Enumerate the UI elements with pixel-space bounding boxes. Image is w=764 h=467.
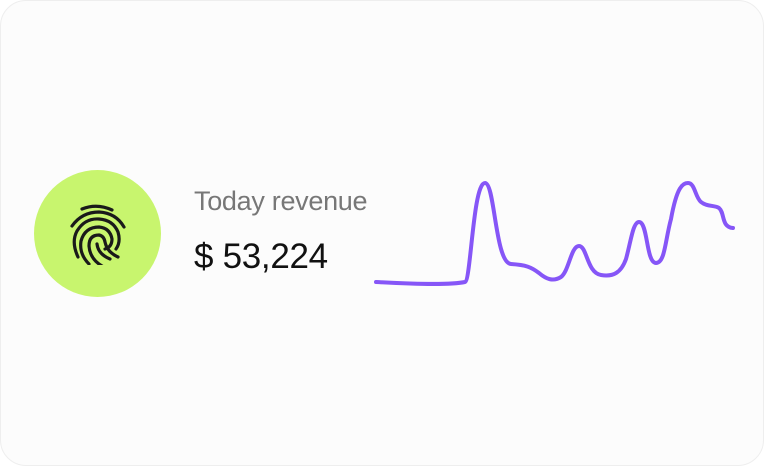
fingerprint-icon [70, 204, 126, 265]
icon-badge [34, 170, 161, 297]
revenue-value: $ 53,224 [194, 237, 328, 276]
card-title: Today revenue [194, 186, 368, 216]
sparkline-path [374, 181, 735, 286]
